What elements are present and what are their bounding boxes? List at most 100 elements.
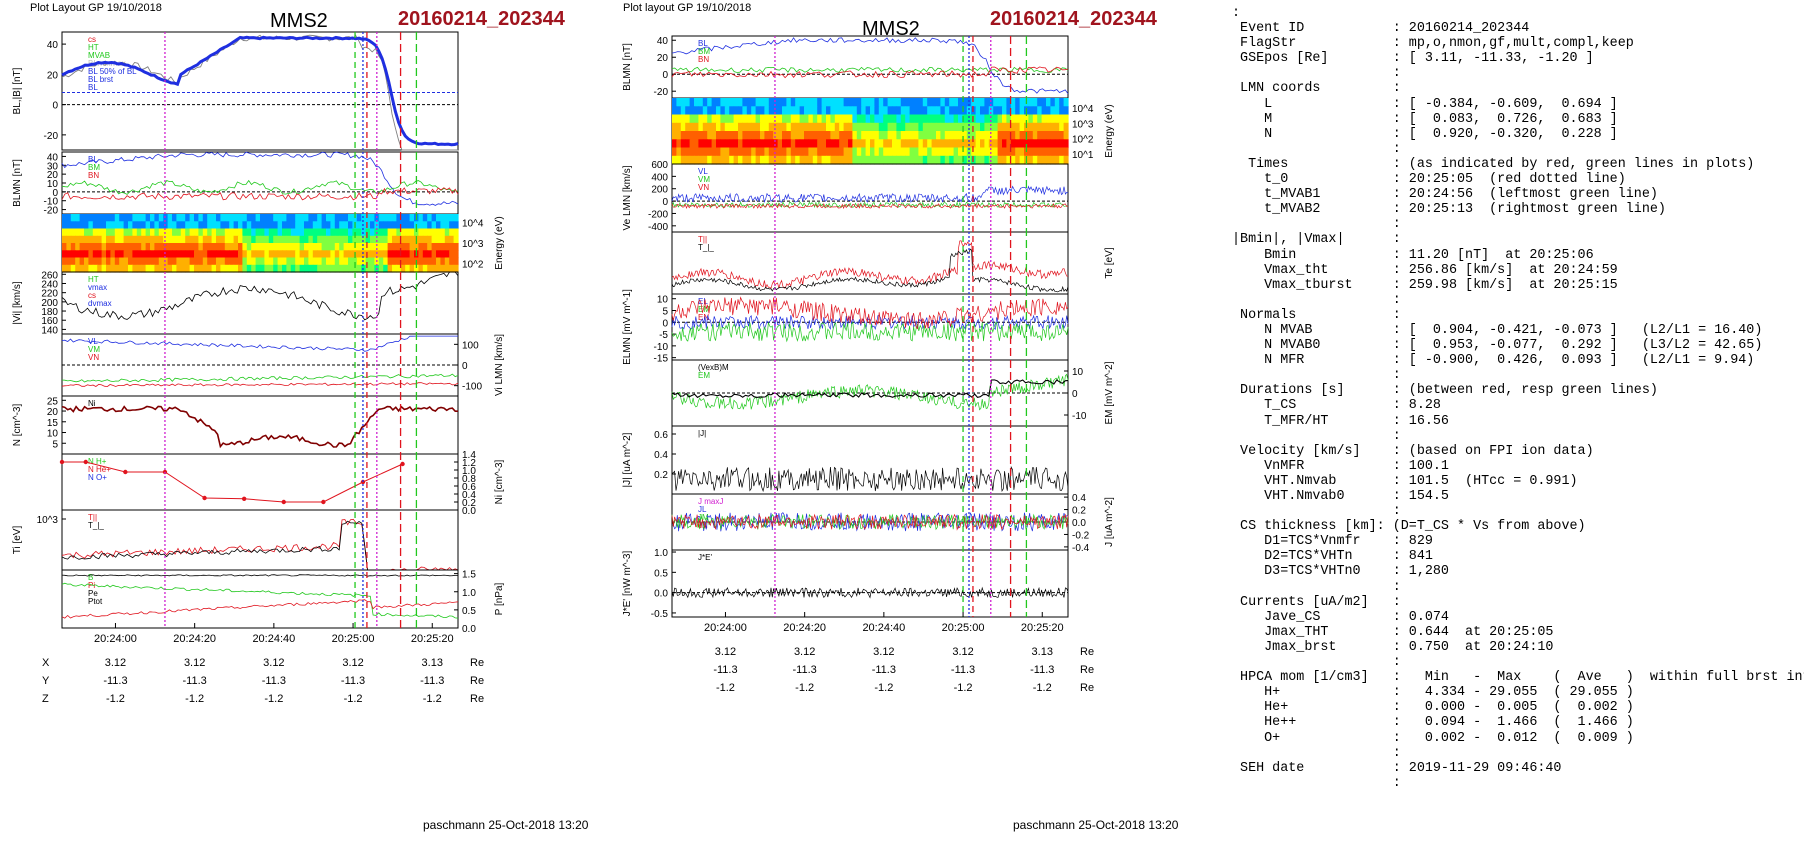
spectrogram-cell [782, 122, 787, 132]
spectrogram-cell [70, 243, 76, 251]
spectrogram-cell [940, 147, 946, 157]
spectrogram-cell [101, 257, 107, 266]
left-spacecraft-title: MMS2 [270, 10, 328, 32]
legend-entry: vmax [88, 283, 107, 292]
spectrogram-cell [268, 250, 274, 259]
spectrogram-cell [702, 114, 708, 124]
spectrogram-cell [698, 139, 704, 149]
spectrogram-cell [427, 235, 433, 244]
spectrogram-cell [352, 264, 358, 273]
spectrogram-cell [277, 264, 283, 273]
spectrogram-cell [405, 235, 411, 244]
spectrogram-cell [180, 214, 186, 222]
spectrogram-cell [409, 257, 415, 266]
spectrogram-cell [343, 228, 349, 237]
spectrogram-cell [119, 228, 125, 237]
spectrogram-cell [158, 264, 164, 273]
spectrogram-cell [694, 139, 699, 149]
spectrogram-cell [405, 257, 411, 266]
spectrogram-cell [211, 235, 217, 244]
spectrogram-cell [738, 106, 743, 116]
spectrogram-cell [422, 250, 428, 259]
spectrogram-cell [132, 221, 138, 230]
spectrogram-cell [431, 214, 437, 222]
spectrogram-cell [312, 243, 318, 251]
spectrogram-cell [733, 139, 739, 149]
spectrogram-cell [339, 221, 345, 230]
orbit-value: 3.13 [422, 657, 443, 669]
spectrogram-cell [1028, 147, 1034, 157]
spectrogram-cell [286, 235, 292, 244]
legend-entry: |J| [698, 429, 706, 438]
spectrogram-cell [746, 114, 752, 124]
spectrogram-cell [958, 106, 963, 116]
spectrogram-cell [1037, 98, 1043, 107]
spectrogram-cell [260, 228, 265, 237]
spectrogram-cell [786, 139, 792, 149]
spectrogram-cell [106, 214, 111, 222]
spectrogram-cell [988, 98, 994, 107]
spectrogram-cell [944, 147, 950, 157]
spectrogram-cell [343, 214, 349, 222]
legend-entry: VN [698, 183, 709, 192]
spectrogram-cell [194, 214, 199, 222]
spectrogram-cell [216, 264, 221, 273]
spectrogram-cell [900, 106, 906, 116]
info-line: HPCA mom [1/cm3] : Min - Max ( Ave ) wit… [1232, 670, 1804, 686]
spectrogram-cell [1024, 114, 1029, 124]
spectrogram-cell [106, 228, 111, 237]
spectrogram-cell [62, 221, 67, 230]
spectrogram-cell [931, 139, 937, 149]
spectrogram-cell [755, 98, 761, 107]
spectrogram-cell [317, 214, 323, 222]
spectrogram-cell [782, 131, 787, 140]
orbit-value: -1.2 [1033, 682, 1052, 694]
y-axis-label: |Vi| [km/s] [12, 281, 23, 325]
spectrogram-cell [79, 257, 85, 266]
spectrogram-cell [66, 235, 72, 244]
spectrogram-cell [733, 106, 739, 116]
spectrogram-cell [711, 106, 717, 116]
tick-label: 20 [47, 170, 59, 181]
y-axis-label: Energy (eV) [494, 216, 505, 269]
spectrogram-cell [207, 221, 213, 230]
spectrogram-cell [422, 228, 428, 237]
spectrogram-cell [685, 139, 691, 149]
spectrogram-cell [365, 250, 371, 259]
spectrogram-cell [150, 221, 155, 230]
legend-entry: HT [88, 275, 99, 284]
spectrogram-cell [984, 114, 990, 124]
spectrogram-cell [299, 243, 305, 251]
spectrogram-cell [724, 106, 730, 116]
spectrogram-cell [70, 257, 76, 266]
spectrogram-cell [931, 155, 937, 165]
spectrogram-cell [812, 122, 818, 132]
series-line [671, 373, 1069, 411]
spectrogram-cell [290, 243, 296, 251]
spectrogram-cell [114, 250, 120, 259]
spectrogram-cell [260, 221, 265, 230]
spectrogram-cell [414, 243, 419, 251]
spectrogram-cell [958, 122, 963, 132]
spectrogram-cell [255, 257, 261, 266]
spectrogram-cell [216, 235, 221, 244]
spectrogram-cell [312, 235, 318, 244]
spectrogram-cell [321, 214, 327, 222]
spectrogram-cell [707, 147, 713, 157]
spectrogram-cell [799, 131, 805, 140]
spectrogram-cell [918, 106, 924, 116]
spectrogram-cell [330, 235, 336, 244]
spectrogram-cell [1063, 155, 1069, 165]
info-line: FlagStr : mp,o,nmon,gf,mult,compl,keep [1232, 36, 1634, 52]
legend-entry: JL [698, 505, 707, 514]
spectrogram-cell [123, 228, 129, 237]
info-line: t_0 : 20:25:05 (red dotted line) [1232, 172, 1626, 188]
spectrogram-cell [988, 147, 994, 157]
spectrogram-cell [887, 122, 893, 132]
spectrogram-cell [878, 106, 884, 116]
spectrogram-cell [167, 264, 173, 273]
spectrogram-cell [905, 155, 911, 165]
spectrogram-cell [962, 122, 968, 132]
spectrogram-cell [1054, 155, 1060, 165]
tick-label: 0.0 [462, 506, 476, 517]
